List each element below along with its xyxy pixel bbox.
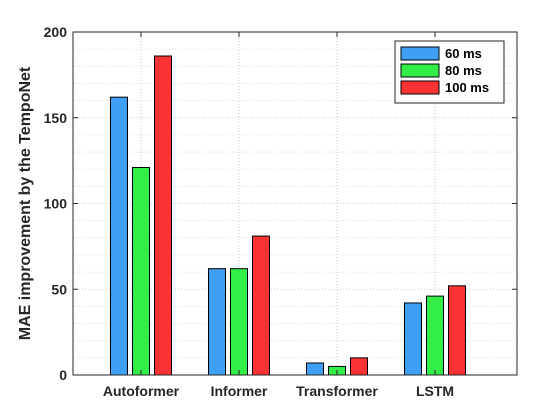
legend-label-2: 80 ms xyxy=(445,63,482,78)
legend: 60 ms 80 ms 100 ms xyxy=(394,40,505,104)
bars xyxy=(110,55,466,376)
legend-swatch-2 xyxy=(400,63,440,78)
x-tick-label: Informer xyxy=(211,383,268,399)
x-tick-label: Autoformer xyxy=(103,383,180,399)
y-tick-label: 150 xyxy=(44,110,68,126)
bar-informer-series-1 xyxy=(208,268,226,376)
legend-label-3: 100 ms xyxy=(445,80,489,95)
legend-label-1: 60 ms xyxy=(445,46,482,61)
legend-swatch-1 xyxy=(400,46,440,61)
bar-lstm-series-1 xyxy=(404,302,422,376)
bar-informer-series-2 xyxy=(230,268,248,376)
bar-transformer-series-1 xyxy=(306,362,324,376)
y-tick-label: 50 xyxy=(51,281,67,297)
bar-transformer-series-3 xyxy=(350,357,368,376)
bar-autoformer-series-2 xyxy=(132,166,150,376)
legend-swatch-3 xyxy=(400,80,440,95)
bar-lstm-series-2 xyxy=(426,295,444,376)
bar-informer-series-3 xyxy=(252,235,270,376)
bar-autoformer-series-3 xyxy=(154,55,172,376)
bar-lstm-series-3 xyxy=(448,285,466,376)
y-tick-label: 0 xyxy=(59,367,67,383)
ticks: 0 50 100 150 200 Autoformer Informer Transforme… xyxy=(44,24,517,399)
y-tick-label: 200 xyxy=(44,24,68,40)
y-tick-label: 100 xyxy=(44,196,68,212)
x-tick-label: Transformer xyxy=(296,383,378,399)
y-axis-label: MAE improvement by the TempoNet xyxy=(17,66,34,340)
x-tick-label: LSTM xyxy=(416,383,454,399)
bar-autoformer-series-1 xyxy=(110,96,128,376)
